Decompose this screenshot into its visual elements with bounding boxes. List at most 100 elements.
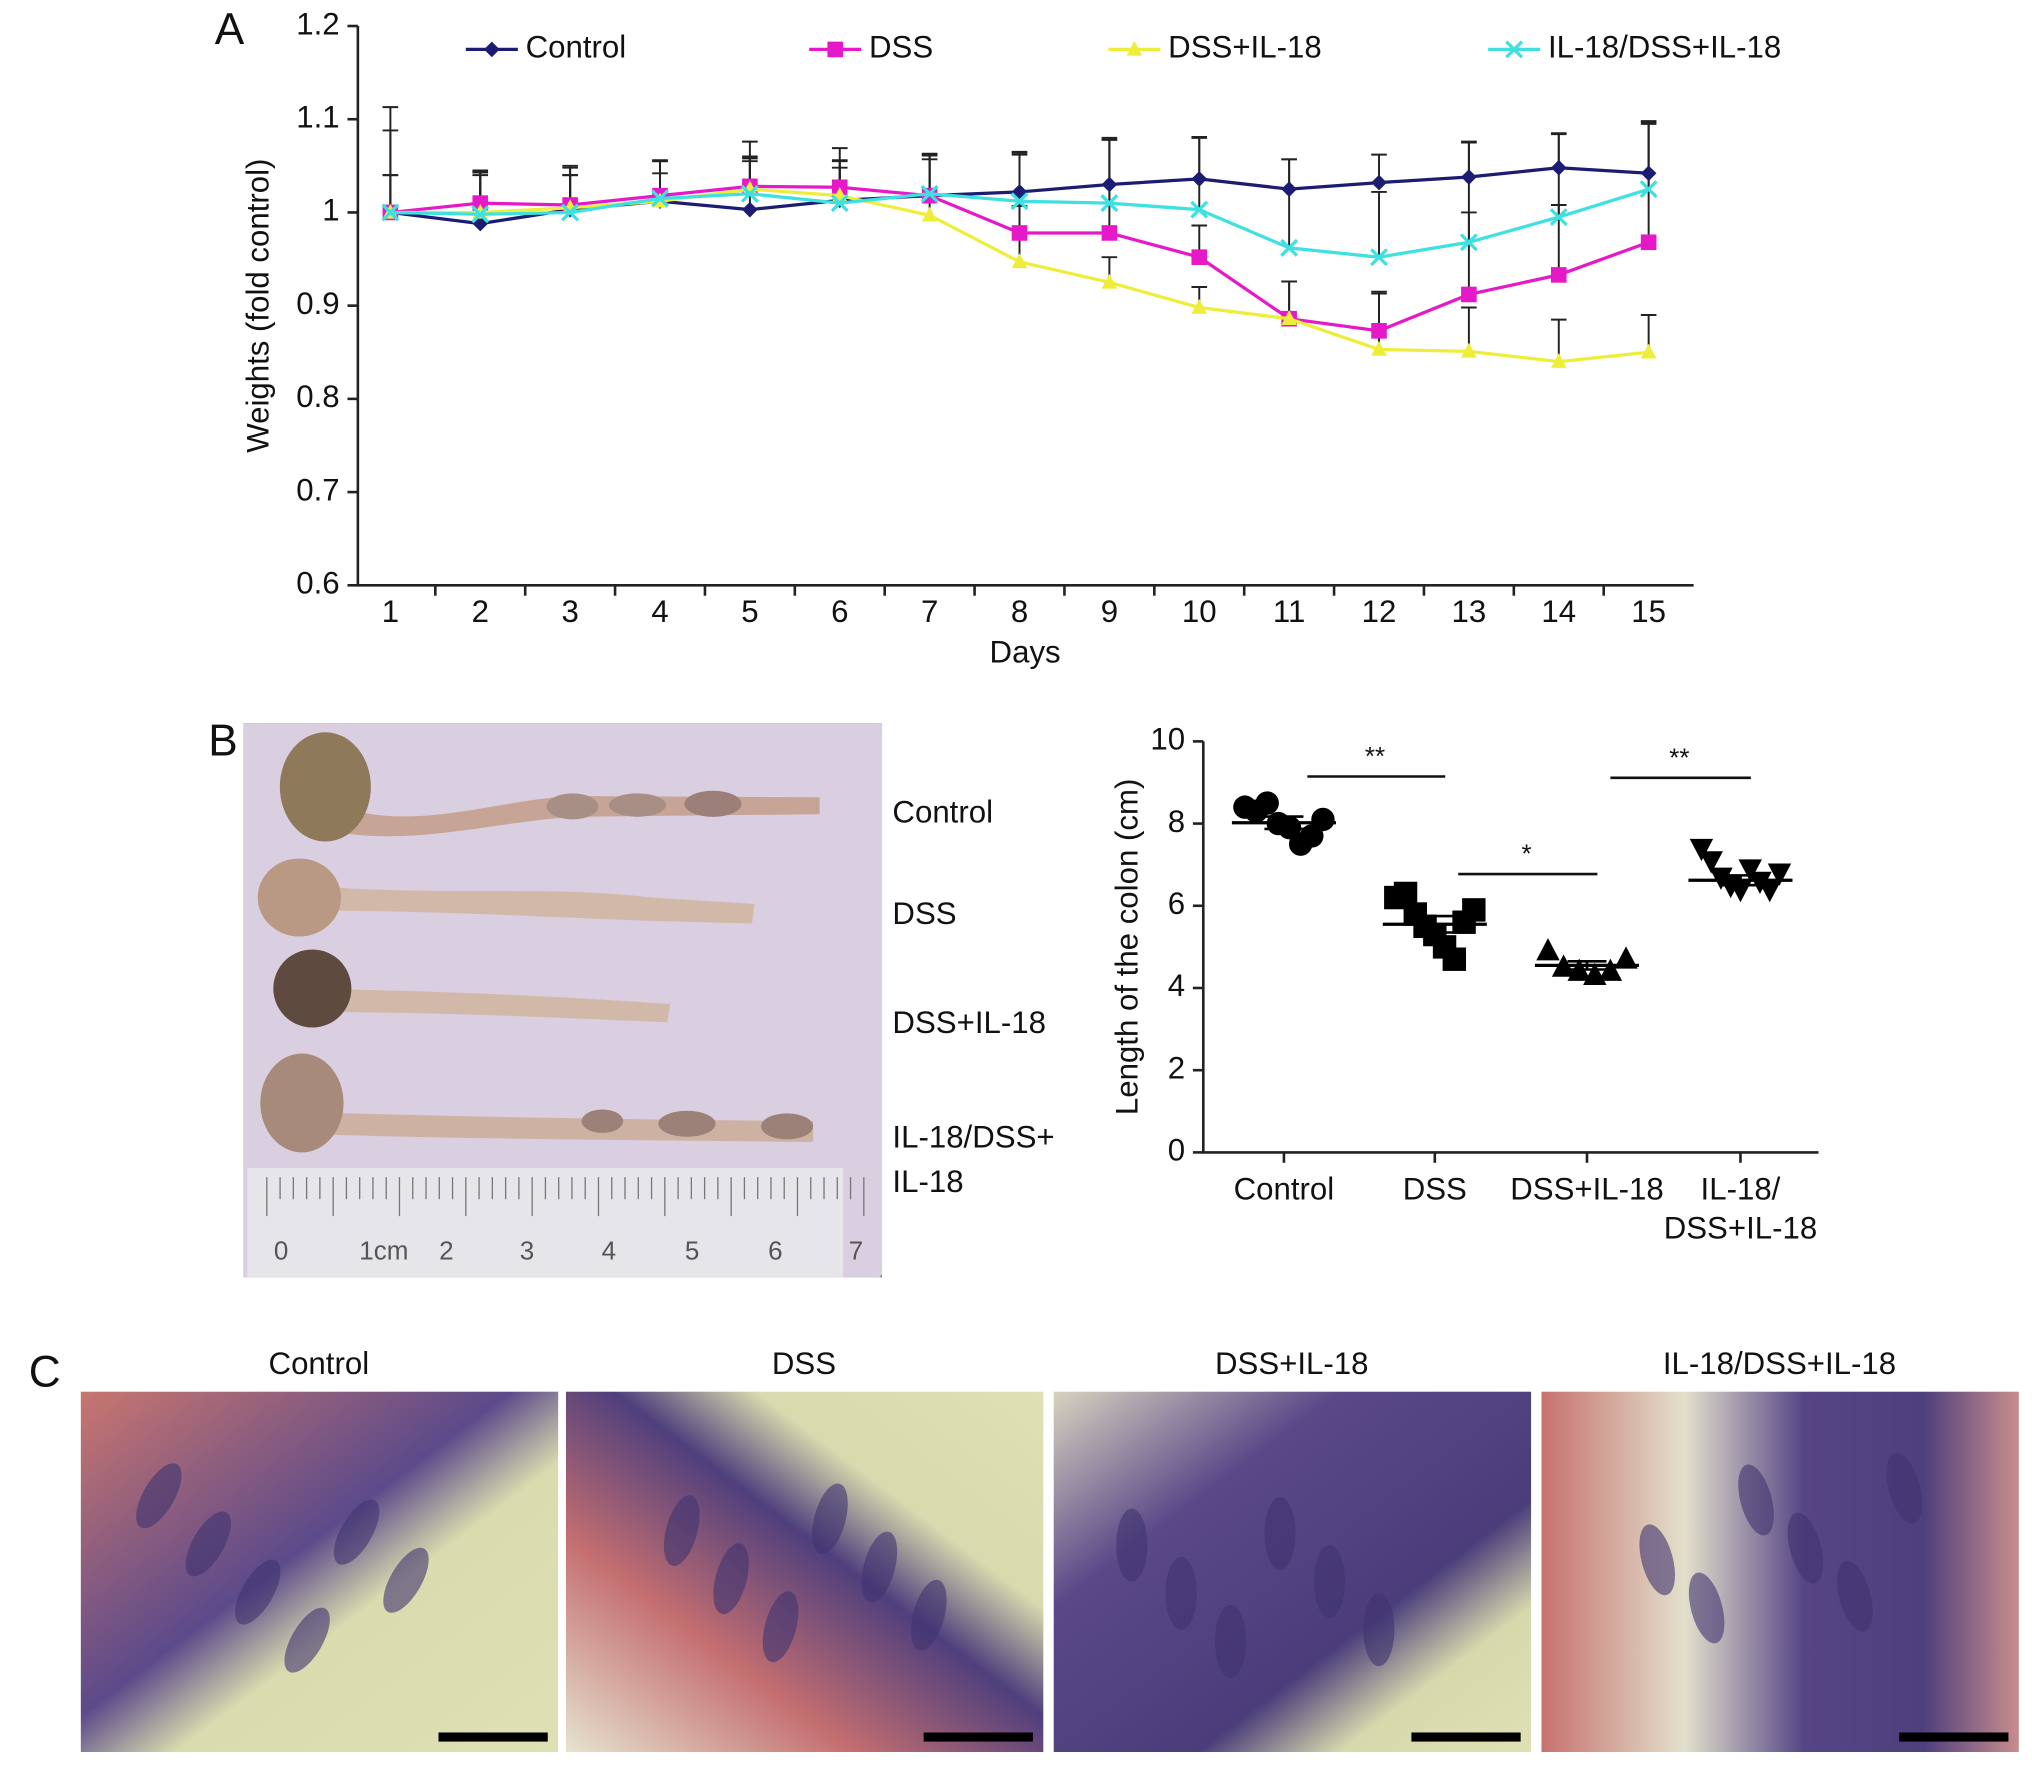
- x-tick-label: DSS: [1403, 1172, 1467, 1207]
- error-bar: [1281, 158, 1297, 248]
- y-axis-label: Length of the colon (cm): [1109, 779, 1144, 1116]
- crypt: [1264, 1497, 1296, 1570]
- marker: [830, 194, 849, 213]
- y-tick-label: 0.8: [296, 379, 339, 414]
- ruler-label: 0: [274, 1235, 288, 1265]
- significance-label: *: [1521, 839, 1531, 869]
- x-tick-label: 1: [382, 594, 399, 629]
- error-bar: [1371, 190, 1387, 258]
- marker: [1639, 180, 1658, 199]
- sem-bar: [1720, 874, 1760, 887]
- scale-bar: [923, 1732, 1033, 1742]
- y-tick-label: 8: [1168, 804, 1185, 839]
- y-tick-label: 1.1: [296, 99, 339, 134]
- error-bar: [1101, 136, 1118, 204]
- marker: [651, 189, 669, 208]
- crypt: [383, 1547, 429, 1613]
- crypt: [235, 1559, 281, 1625]
- marker: [1758, 879, 1782, 903]
- marker: [1101, 273, 1118, 289]
- y-tick-label: 0.7: [296, 472, 339, 507]
- marker: [1191, 249, 1208, 265]
- crypt: [812, 1483, 848, 1555]
- crypt: [185, 1511, 231, 1577]
- histology-title: DSS+IL-18: [1215, 1346, 1369, 1381]
- error-bar: [1461, 140, 1477, 243]
- colon-photo: [243, 723, 883, 1278]
- marker: [1300, 824, 1324, 848]
- scale-bar: [438, 1732, 548, 1742]
- x-tick-label: 15: [1631, 594, 1666, 629]
- marker: [1280, 238, 1299, 257]
- marker: [1459, 233, 1478, 252]
- marker: [1191, 171, 1208, 187]
- ruler: 0 1cm 2 3 4 5 6 7: [266, 1177, 865, 1265]
- x-tick-label: 12: [1362, 594, 1397, 629]
- y-tick-label: 6: [1168, 886, 1185, 921]
- x-tick-label: 13: [1452, 594, 1487, 629]
- marker: [740, 184, 759, 203]
- y-tick-label: 1: [322, 193, 339, 228]
- legend-label: IL-18/DSS+IL-18: [1548, 30, 1781, 65]
- histology-title: DSS: [772, 1346, 836, 1381]
- marker: [561, 203, 580, 222]
- crypt: [1787, 1512, 1824, 1584]
- crypt: [1313, 1545, 1346, 1619]
- marker: [1550, 353, 1567, 368]
- crypt: [663, 1495, 700, 1566]
- marker: [1462, 898, 1486, 922]
- marker: [1640, 234, 1657, 251]
- ruler-label: 1cm: [359, 1235, 408, 1265]
- marker: [1370, 248, 1388, 267]
- sem-bar: [1415, 914, 1455, 934]
- marker: [1550, 159, 1567, 176]
- marker: [920, 184, 939, 203]
- x-tick-label: 3: [561, 594, 578, 629]
- marker: [1010, 192, 1029, 211]
- marker: [1598, 958, 1623, 981]
- ruler-label: 5: [685, 1235, 699, 1265]
- x-tick-label: 9: [1101, 594, 1118, 629]
- crypt: [713, 1543, 749, 1615]
- marker: [1371, 340, 1387, 356]
- legend-marker: [1126, 40, 1143, 56]
- crypt: [1165, 1556, 1197, 1630]
- photo-label: IL-18/DSS+: [892, 1120, 1054, 1155]
- x-tick-label: IL-18/: [1701, 1172, 1781, 1207]
- marker: [381, 203, 400, 222]
- marker: [921, 206, 938, 222]
- x-tick-label: 5: [741, 594, 758, 629]
- marker: [1191, 298, 1208, 314]
- marker: [1011, 225, 1028, 241]
- x-tick-label: 6: [831, 594, 848, 629]
- y-tick-label: 0.9: [296, 286, 339, 321]
- photo-label: IL-18: [892, 1164, 963, 1199]
- legend-label: DSS+IL-18: [1168, 30, 1322, 65]
- crypt: [762, 1591, 799, 1663]
- marker: [1281, 181, 1297, 197]
- crypt: [861, 1531, 898, 1603]
- marker: [1255, 791, 1279, 815]
- crypt: [1363, 1593, 1395, 1667]
- x-tick-label: DSS+IL-18: [1510, 1172, 1664, 1207]
- panel-label: C: [29, 1347, 61, 1396]
- ruler-label: 3: [520, 1235, 534, 1265]
- crypt: [1215, 1605, 1247, 1678]
- y-axis-label: Weights (fold control): [241, 159, 276, 453]
- x-tick-label: 2: [472, 594, 489, 629]
- sem-bar: [1264, 815, 1304, 831]
- histology-image: [565, 1391, 1044, 1752]
- ruler-label: 2: [439, 1235, 453, 1265]
- x-tick-label: 11: [1273, 594, 1305, 629]
- scale-bar: [1411, 1732, 1521, 1742]
- photo-label: DSS: [892, 896, 956, 931]
- histology-title: Control: [269, 1346, 370, 1381]
- marker: [1614, 946, 1638, 969]
- axis: [356, 26, 1694, 587]
- error-bar: [1371, 290, 1387, 350]
- y-tick-label: 1.2: [296, 6, 339, 41]
- marker: [1190, 200, 1209, 219]
- histology: [80, 1391, 2019, 1752]
- crypt: [1688, 1572, 1725, 1644]
